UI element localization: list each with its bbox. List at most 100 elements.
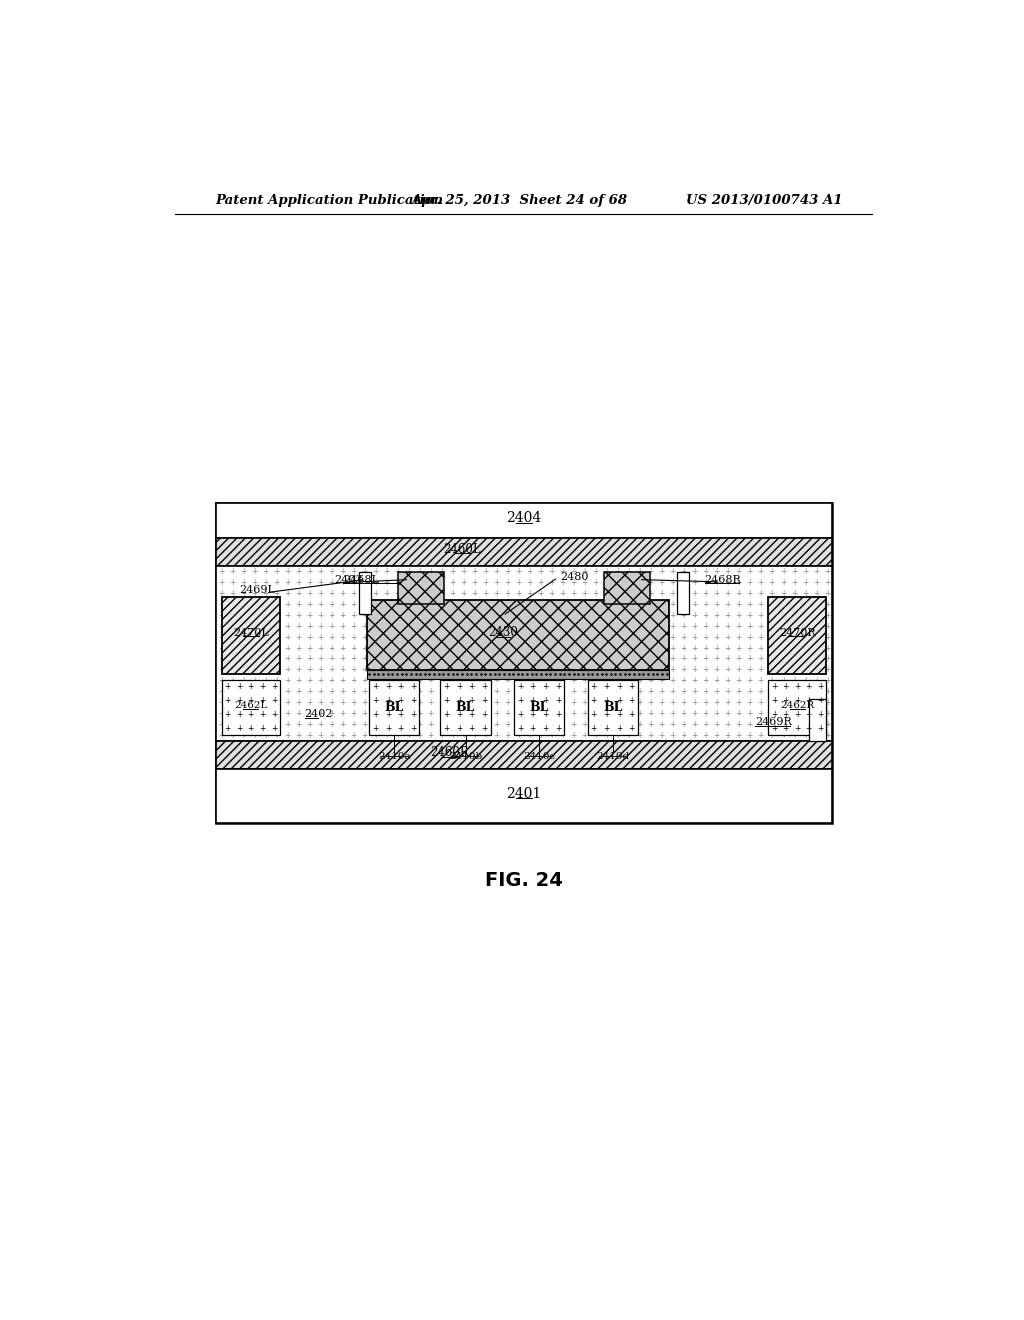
Text: +: + (482, 599, 488, 609)
Text: +: + (438, 665, 444, 675)
Text: +: + (251, 611, 257, 619)
Text: +: + (361, 698, 368, 708)
Text: +: + (735, 721, 742, 730)
Text: +: + (438, 589, 444, 598)
Text: +: + (813, 709, 819, 718)
Text: +: + (647, 622, 654, 631)
Text: +: + (350, 709, 356, 718)
Text: +: + (769, 721, 775, 730)
Text: +: + (229, 632, 236, 642)
Text: +: + (591, 710, 597, 719)
Text: +: + (284, 665, 291, 675)
Text: +: + (791, 599, 797, 609)
Text: +: + (725, 611, 731, 619)
Text: +: + (317, 688, 324, 697)
Text: +: + (549, 676, 555, 685)
Text: +: + (681, 566, 687, 576)
Text: +: + (794, 696, 801, 705)
Text: +: + (582, 709, 588, 718)
Text: +: + (482, 644, 488, 652)
Text: +: + (591, 682, 597, 692)
Text: +: + (295, 688, 301, 697)
Text: Apr. 25, 2013  Sheet 24 of 68: Apr. 25, 2013 Sheet 24 of 68 (411, 194, 627, 207)
Text: +: + (339, 655, 345, 664)
Text: +: + (504, 599, 511, 609)
Text: +: + (361, 676, 368, 685)
Text: +: + (603, 676, 610, 685)
Text: +: + (658, 709, 665, 718)
Text: +: + (515, 688, 521, 697)
Text: +: + (549, 688, 555, 697)
Text: +: + (647, 688, 654, 697)
Text: +: + (714, 709, 720, 718)
Text: +: + (559, 731, 566, 741)
Text: +: + (570, 599, 577, 609)
Text: +: + (538, 578, 544, 586)
Text: +: + (317, 599, 324, 609)
Text: +: + (427, 599, 433, 609)
Text: +: + (427, 566, 433, 576)
Text: +: + (262, 611, 268, 619)
Text: +: + (794, 682, 801, 692)
Text: +: + (538, 676, 544, 685)
Text: +: + (817, 682, 823, 692)
Text: +: + (350, 599, 356, 609)
Text: +: + (248, 682, 254, 692)
Text: +: + (813, 589, 819, 598)
Text: +: + (361, 655, 368, 664)
Text: 2462L: 2462L (234, 701, 267, 710)
Text: +: + (383, 632, 389, 642)
Text: BL: BL (456, 701, 475, 714)
Text: +: + (526, 731, 532, 741)
Text: +: + (702, 698, 709, 708)
Text: +: + (758, 599, 764, 609)
Text: +: + (306, 632, 312, 642)
Text: +: + (350, 688, 356, 697)
Text: +: + (240, 632, 247, 642)
Text: +: + (769, 589, 775, 598)
Text: +: + (538, 599, 544, 609)
Text: +: + (647, 665, 654, 675)
Text: +: + (582, 676, 588, 685)
Text: +: + (515, 566, 521, 576)
Text: +: + (450, 611, 456, 619)
Text: +: + (614, 698, 621, 708)
Text: +: + (460, 644, 467, 652)
Text: +: + (317, 589, 324, 598)
Text: +: + (603, 696, 609, 705)
Text: +: + (771, 710, 777, 719)
Text: +: + (339, 644, 345, 652)
Text: +: + (504, 688, 511, 697)
Text: +: + (406, 566, 412, 576)
Text: +: + (714, 721, 720, 730)
Text: +: + (273, 655, 280, 664)
Text: +: + (658, 611, 665, 619)
Text: +: + (791, 709, 797, 718)
Text: BL: BL (385, 701, 403, 714)
Text: +: + (218, 578, 224, 586)
Text: +: + (306, 665, 312, 675)
Text: +: + (603, 632, 610, 642)
Text: +: + (593, 611, 599, 619)
Text: +: + (626, 644, 632, 652)
Text: +: + (295, 644, 301, 652)
Text: +: + (543, 696, 549, 705)
Text: +: + (637, 622, 643, 631)
Text: +: + (626, 665, 632, 675)
Text: +: + (670, 644, 676, 652)
Text: +: + (262, 655, 268, 664)
Text: +: + (317, 622, 324, 631)
Text: +: + (438, 676, 444, 685)
Text: +: + (450, 676, 456, 685)
Text: +: + (582, 655, 588, 664)
Text: +: + (416, 566, 423, 576)
Text: +: + (271, 682, 278, 692)
Text: +: + (593, 566, 599, 576)
Text: +: + (471, 599, 477, 609)
Text: +: + (218, 566, 224, 576)
Text: +: + (350, 731, 356, 741)
Text: +: + (394, 632, 400, 642)
Text: +: + (218, 644, 224, 652)
Text: +: + (823, 721, 830, 730)
Text: +: + (658, 655, 665, 664)
